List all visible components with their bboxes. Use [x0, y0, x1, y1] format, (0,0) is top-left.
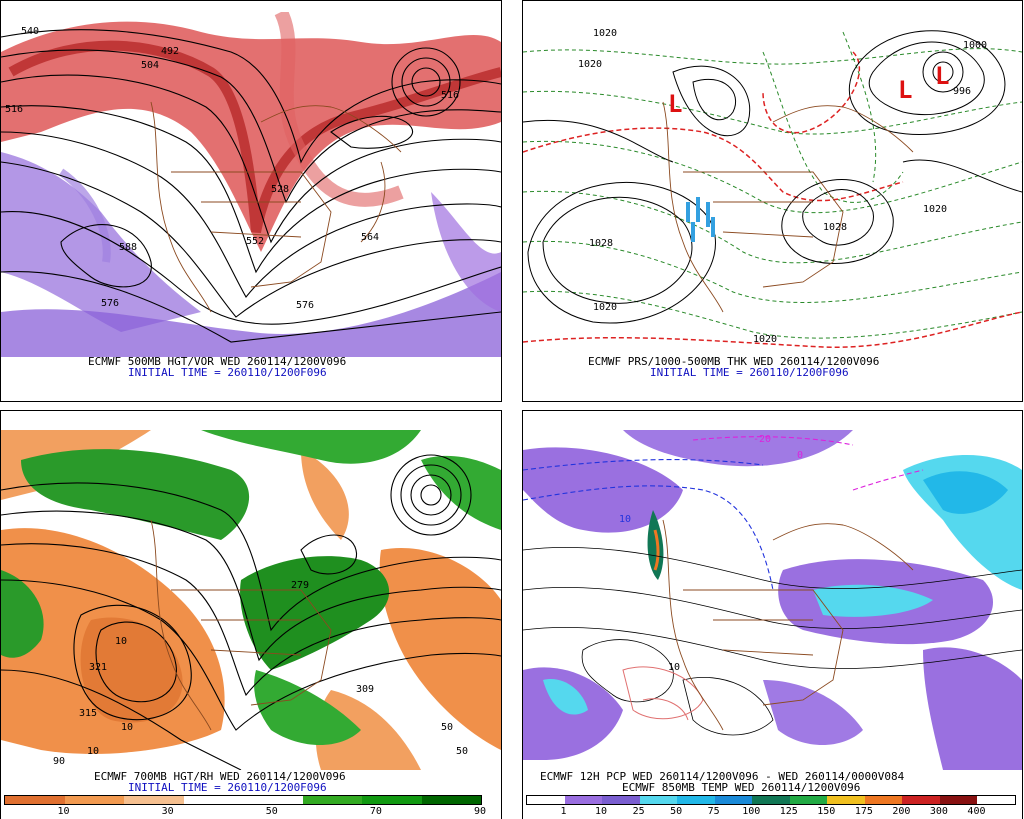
- low-symbol: L: [935, 62, 949, 90]
- colorbar-swatch: [183, 796, 243, 804]
- contour-label: 576: [296, 300, 314, 311]
- panel-title: ECMWF 700MB HGT/RH WED 260114/1200V096: [94, 770, 346, 783]
- colorbar-swatch: [977, 796, 1015, 804]
- panel-pcp-850-temp: 10 -20 0 10 ECMWF 12H PCP WED 260114/120…: [522, 410, 1024, 819]
- colorbar-swatch: [527, 796, 565, 804]
- colorbar-swatch: [124, 796, 184, 804]
- contour-label: 528: [271, 184, 289, 195]
- colorbar-swatch: [362, 796, 422, 804]
- colorbar-tick-label: 175: [854, 806, 873, 817]
- colorbar-tick-label: 10: [595, 806, 608, 817]
- colorbar-swatch: [677, 796, 715, 804]
- colorbar-swatch: [714, 796, 753, 804]
- colorbar-tick-label: 125: [779, 806, 798, 817]
- map-pcp-temp: 10 -20 0 10: [523, 430, 1022, 770]
- contour-label: 1020: [753, 334, 777, 345]
- pcp-colorbar-ticks: 1 10 25 50 75 100 125 150 175 200 300 400: [526, 806, 1014, 818]
- contour-label: 10: [668, 662, 680, 673]
- contour-label: 1020: [593, 28, 617, 39]
- map-500mb: 540 492 504 516 528 552 564 576 588 576 …: [1, 12, 501, 357]
- colorbar-swatch: [5, 796, 65, 804]
- colorbar-tick-label: 400: [967, 806, 986, 817]
- pcp-colorbar: [526, 795, 1016, 805]
- colorbar-swatch: [752, 796, 790, 804]
- colorbar-tick-label: 1: [560, 806, 567, 817]
- colorbar-swatch: [602, 796, 640, 804]
- panel-title: ECMWF 12H PCP WED 260114/1200V096 - WED …: [540, 770, 905, 783]
- colorbar-tick-label: 100: [742, 806, 761, 817]
- colorbar-swatch: [64, 796, 124, 804]
- contour-label: 588: [119, 242, 137, 253]
- contour-label: 564: [361, 232, 379, 243]
- contour-label: 10: [121, 722, 133, 733]
- contour-label: 50: [441, 722, 453, 733]
- rh-colorbar-ticks: 10 30 50 70 90: [4, 806, 486, 818]
- contour-label: 10: [619, 514, 631, 525]
- colorbar-tick-label: 150: [817, 806, 836, 817]
- contour-label: 516: [5, 104, 23, 115]
- contour-label: 315: [79, 708, 97, 719]
- colorbar-tick-label: 90: [473, 806, 487, 817]
- colorbar-swatch: [564, 796, 603, 804]
- panel-500mb-hgt-vor: 540 492 504 516 528 552 564 576 588 576 …: [0, 0, 512, 409]
- panel-prs-thk: L L L 1028 1020 1020 1028 1020 1000 996 …: [522, 0, 1024, 409]
- colorbar-swatch: [243, 796, 303, 804]
- colorbar-tick-label: 50: [670, 806, 683, 817]
- colorbar-swatch: [639, 796, 678, 804]
- contour-label: 540: [21, 26, 39, 37]
- colorbar-tick-label: 25: [632, 806, 645, 817]
- low-symbol: L: [898, 76, 912, 104]
- initial-time: INITIAL TIME = 260110/1200F096: [128, 366, 327, 379]
- contour-label: 1020: [923, 204, 947, 215]
- contour-label: 552: [246, 236, 264, 247]
- map-prs-thk: L L L 1028 1020 1020 1028 1020 1000 996 …: [523, 12, 1022, 357]
- contour-label: 1028: [823, 222, 847, 233]
- colorbar-tick-label: 70: [369, 806, 382, 817]
- contour-label: 309: [356, 684, 374, 695]
- colorbar-tick-label: 50: [265, 806, 278, 817]
- colorbar-tick-label: 300: [929, 806, 948, 817]
- contour-label: 1020: [578, 59, 602, 70]
- contour-label: 279: [291, 580, 309, 591]
- contour-label: 0: [797, 450, 803, 461]
- colorbar-tick-label: 10: [57, 806, 70, 817]
- panel-subtitle: ECMWF 850MB TEMP WED 260114/1200V096: [622, 781, 861, 794]
- colorbar-swatch: [421, 796, 481, 804]
- colorbar-swatch: [864, 796, 903, 804]
- contour-label: -20: [753, 434, 771, 445]
- contour-label: 504: [141, 60, 159, 71]
- contour-label: 1020: [593, 302, 617, 313]
- initial-time: INITIAL TIME = 260110/1200F096: [128, 781, 327, 794]
- colorbar-tick-label: 75: [707, 806, 720, 817]
- contour-label: 10: [87, 746, 99, 757]
- contour-label: 1000: [963, 40, 987, 51]
- colorbar-swatch: [902, 796, 940, 804]
- low-symbol: L: [668, 90, 682, 118]
- contour-label: 50: [456, 746, 468, 757]
- colorbar-swatch: [789, 796, 828, 804]
- panel-title: ECMWF 500MB HGT/VOR WED 260114/1200V096: [88, 355, 347, 368]
- colorbar-swatch: [302, 796, 362, 804]
- contour-label: 576: [101, 298, 119, 309]
- colorbar-tick-label: 30: [161, 806, 174, 817]
- initial-time: INITIAL TIME = 260110/1200F096: [650, 366, 849, 379]
- contour-label: 1028: [589, 238, 613, 249]
- colorbar-swatch: [827, 796, 865, 804]
- colorbar-swatch: [939, 796, 978, 804]
- rh-colorbar: [4, 795, 482, 805]
- contour-label: 996: [953, 86, 971, 97]
- contour-label: 321: [89, 662, 107, 673]
- contour-label: 516: [441, 90, 459, 101]
- colorbar-tick-label: 200: [892, 806, 911, 817]
- panel-700mb-hgt-rh: 10 321 315 10 10 279 309 90 50 50 ECMWF …: [0, 410, 512, 819]
- panel-title: ECMWF PRS/1000-500MB THK WED 260114/1200…: [588, 355, 880, 368]
- contour-label: 90: [53, 756, 65, 767]
- map-700mb: 10 321 315 10 10 279 309 90 50 50: [1, 430, 501, 770]
- contour-label: 492: [161, 46, 179, 57]
- contour-label: 10: [115, 636, 127, 647]
